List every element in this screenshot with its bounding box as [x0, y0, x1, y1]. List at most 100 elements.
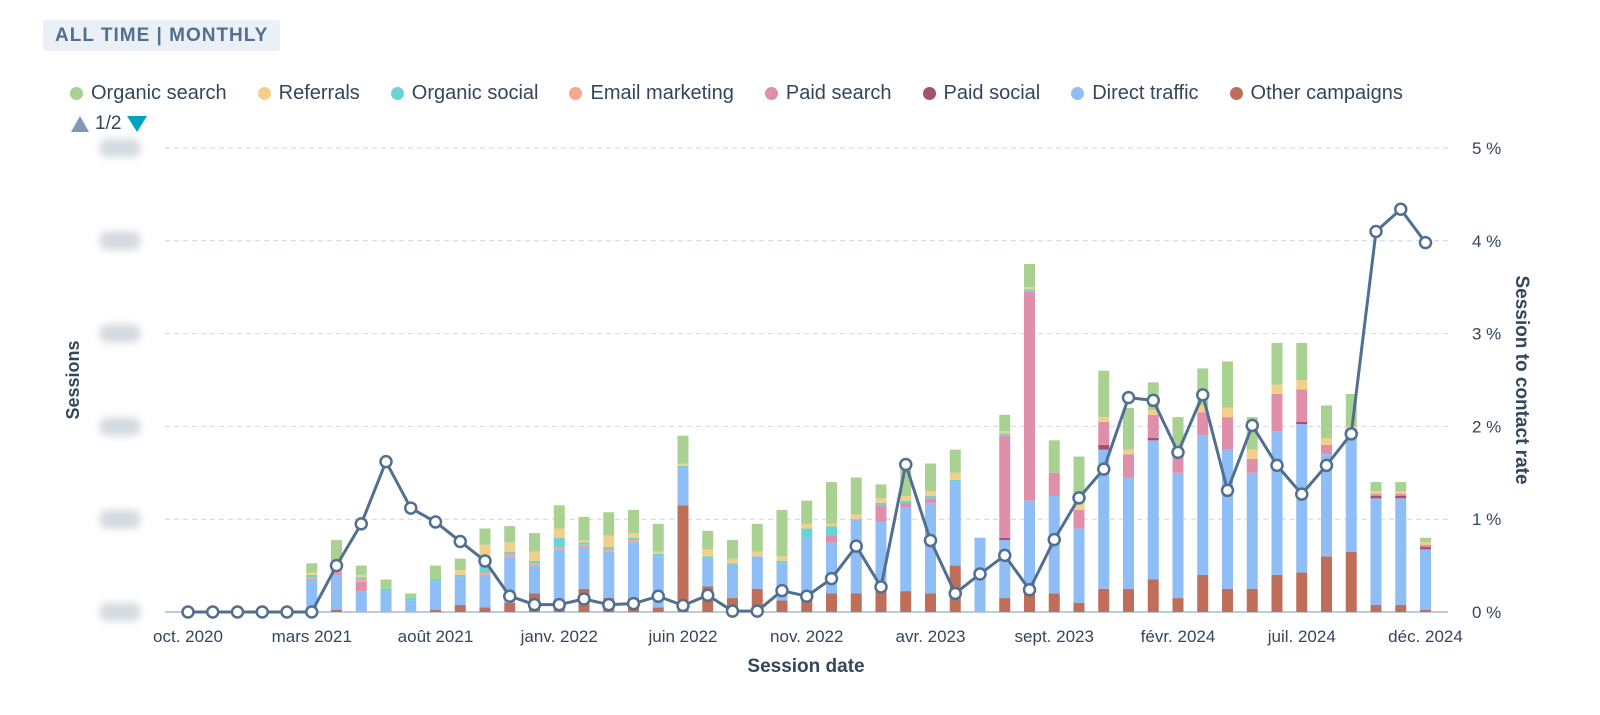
bar-segment	[875, 502, 887, 506]
rate-point	[874, 580, 888, 594]
bar-segment	[1098, 449, 1110, 589]
bar-segment	[578, 516, 590, 541]
bar-segment	[1370, 493, 1382, 496]
rate-point	[329, 558, 344, 573]
bar-segment	[628, 542, 639, 599]
legend-dot-icon	[1229, 87, 1243, 100]
rate-point	[527, 597, 542, 612]
bar-segment	[479, 563, 491, 573]
bar-segment	[1222, 361, 1233, 408]
rate-point	[1295, 487, 1309, 501]
bar-segment	[925, 498, 936, 503]
bar-segment	[1222, 588, 1233, 612]
bar-segment	[1098, 417, 1110, 422]
bar-segment	[727, 563, 738, 566]
legend-item-label: Other campaigns	[1250, 82, 1403, 104]
legend-item[interactable]: Paid search	[764, 82, 892, 105]
legend-item-label: Paid social	[943, 82, 1041, 104]
bar-segment	[850, 593, 862, 612]
legend-item[interactable]: Organic search	[70, 82, 227, 105]
rate-point	[206, 605, 220, 619]
rate-point	[1097, 462, 1111, 476]
bar-segment	[900, 496, 912, 501]
legend-item-label: Paid search	[785, 82, 892, 104]
bar-segment	[875, 591, 887, 612]
rate-point	[998, 548, 1012, 563]
rate-point	[676, 598, 690, 613]
legend-pager: 1/2	[71, 113, 148, 135]
bar-segment	[355, 565, 367, 575]
bar-segment	[1147, 414, 1159, 438]
legend-item[interactable]: Referrals	[257, 82, 360, 105]
bar-segment	[999, 435, 1011, 538]
rate-point	[1121, 390, 1136, 405]
bar-segment	[380, 588, 392, 592]
right-axis-tick-label: 2 %	[1472, 417, 1501, 436]
legend-dot-icon	[922, 87, 936, 100]
rate-point	[1022, 582, 1037, 597]
bar-segment	[380, 579, 392, 589]
legend-page-down-icon[interactable]	[127, 116, 148, 132]
bar-segment	[1395, 498, 1407, 606]
rate-point	[800, 589, 814, 603]
bar-segment	[628, 537, 639, 541]
bar-segment	[1197, 405, 1209, 413]
x-axis-tick-label: janv. 2022	[520, 627, 598, 646]
bar-segment	[1420, 547, 1431, 550]
legend-dot-icon	[569, 87, 583, 100]
bar-segment	[1246, 472, 1258, 589]
legend-item[interactable]: Direct traffic	[1071, 82, 1199, 105]
bar-segment	[999, 540, 1011, 599]
legend-dot-icon	[1071, 87, 1085, 100]
bar-segment	[1246, 417, 1258, 450]
bar-segment	[900, 502, 912, 508]
rate-point	[1171, 445, 1185, 460]
bar-segment	[727, 558, 738, 564]
bar-segment	[1147, 579, 1159, 612]
bar-segment	[529, 560, 540, 564]
bar-segment	[553, 537, 565, 548]
bar-segment	[702, 549, 714, 557]
rate-point	[701, 588, 715, 603]
legend-item-label: Organic social	[411, 82, 539, 104]
bar-segment	[479, 607, 491, 612]
x-axis-tick-label: mars 2021	[272, 627, 352, 646]
legend-item[interactable]: Paid social	[922, 82, 1041, 105]
bar-segment	[1271, 574, 1283, 612]
bar-segment	[652, 607, 664, 612]
x-axis-tick-label: oct. 2020	[153, 627, 223, 646]
x-axis-tick-label: avr. 2023	[896, 627, 966, 646]
bar-segment	[553, 505, 565, 529]
legend-page-up-icon[interactable]	[71, 116, 89, 132]
bar-segment	[1296, 421, 1308, 425]
bar-segment	[677, 505, 689, 612]
bar-segment	[1024, 500, 1035, 594]
rate-point	[750, 604, 764, 618]
rate-point	[1196, 388, 1210, 402]
bar-segment	[603, 551, 615, 599]
bar-segment	[900, 468, 912, 496]
legend-item-label: Email marketing	[590, 82, 734, 104]
legend-item[interactable]: Email marketing	[569, 82, 734, 105]
right-axis-tick-label: 4 %	[1472, 232, 1501, 251]
y2-axis-title: Session to contact rate	[1511, 275, 1532, 484]
left-axis-tick-blurred	[100, 324, 140, 343]
right-axis-tick-label: 1 %	[1472, 510, 1501, 529]
x-axis-tick-label: août 2021	[398, 627, 474, 646]
rate-point	[404, 501, 418, 515]
bar-segment	[900, 591, 912, 612]
bar-segment	[677, 468, 689, 506]
bar-segment	[1098, 444, 1110, 450]
rate-point	[354, 517, 368, 531]
bar-segment	[826, 523, 837, 527]
legend-dot-icon	[70, 87, 83, 100]
bar-segment	[1098, 370, 1110, 418]
bar-segment	[430, 581, 441, 610]
date-range-filter-tag[interactable]: ALL TIME | MONTHLY	[43, 20, 281, 51]
legend-item[interactable]: Organic social	[390, 82, 539, 105]
bar-segment	[405, 598, 417, 601]
bar-segment	[801, 537, 813, 599]
bar-segment	[875, 505, 887, 522]
legend-item[interactable]: Other campaigns	[1229, 82, 1403, 105]
bar-segment	[578, 547, 590, 589]
